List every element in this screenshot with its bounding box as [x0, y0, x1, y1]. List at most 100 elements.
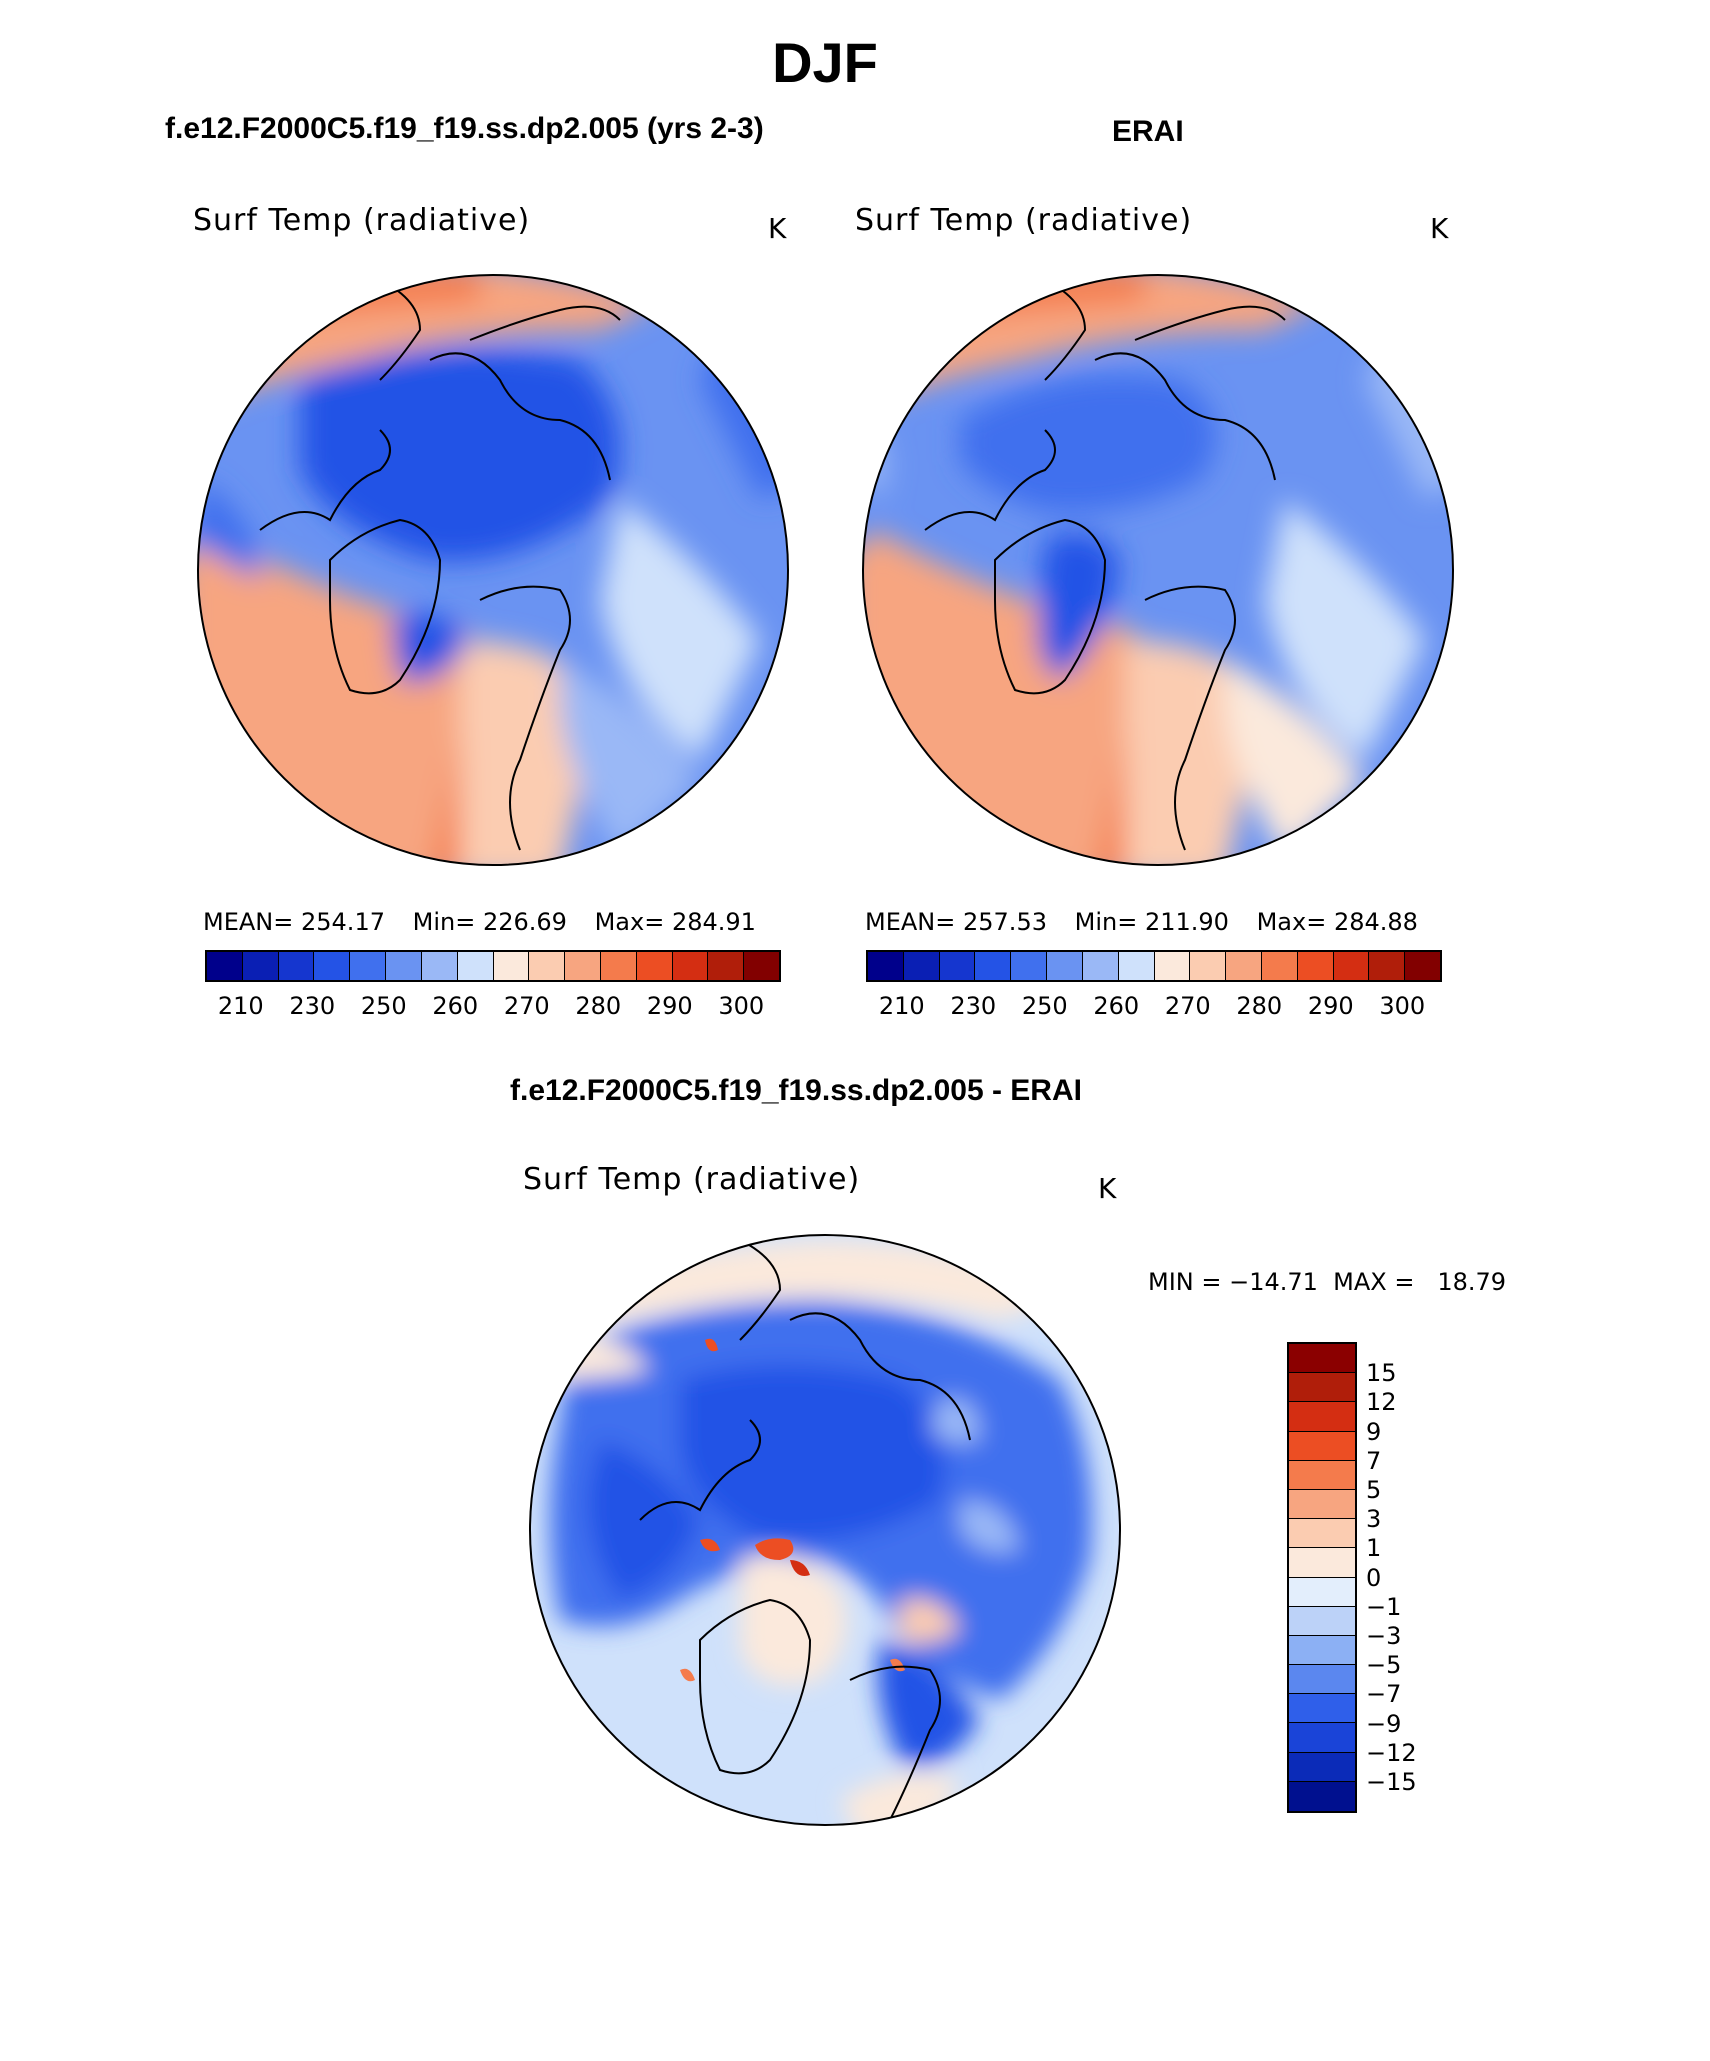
colorbar-tick-label: 260 [1093, 992, 1140, 1020]
colorbar-swatch [1289, 1373, 1355, 1403]
colorbar-tick-label: −3 [1366, 1622, 1402, 1650]
colorbar-swatch [565, 952, 601, 980]
colorbar-swatch [1011, 952, 1048, 980]
colorbar-swatch [207, 952, 243, 980]
colorbar-swatch [1369, 952, 1406, 980]
colorbar-tick-label: 0 [1366, 1563, 1382, 1592]
colorbar-tick-label: 230 [289, 992, 336, 1020]
colorbar-tick-label: 210 [217, 992, 264, 1020]
colorbar-swatch [242, 952, 279, 980]
colorbar-swatch [421, 952, 458, 980]
colorbar-swatch [1297, 952, 1334, 980]
colorbar-tick-label: 15 [1366, 1359, 1397, 1388]
obs-min-label: Min= [1074, 908, 1138, 936]
colorbar-swatch [1082, 952, 1119, 980]
colorbar-swatch [1289, 1694, 1355, 1724]
model-mean-value: 254.17 [301, 908, 385, 936]
diff-colorbar [1287, 1342, 1357, 1813]
colorbar-tick-label: 250 [360, 992, 407, 1020]
obs-mean-value: 257.53 [963, 908, 1047, 936]
model-stats: MEAN= 254.17 Min= 226.69 Max= 284.91 [203, 908, 756, 936]
colorbar-tick-label: 260 [432, 992, 479, 1020]
colorbar-swatch [708, 952, 745, 980]
diff-panel-title: f.e12.F2000C5.f19_f19.ss.dp2.005 - ERAI [510, 1074, 1082, 1107]
colorbar-tick-label: −12 [1366, 1738, 1417, 1767]
colorbar-tick-label: 7 [1366, 1446, 1382, 1475]
colorbar-swatch [1289, 1723, 1355, 1753]
colorbar-swatch [1289, 1344, 1355, 1374]
diff-minmax: MIN = −14.71 MAX = 18.79 [1148, 1268, 1507, 1296]
colorbar-tick-label: 300 [1379, 992, 1426, 1020]
colorbar-swatch [1289, 1489, 1355, 1520]
colorbar-tick-label: 250 [1021, 992, 1068, 1020]
obs-max-value: 284.88 [1333, 908, 1418, 936]
model-max-label: Max= [594, 908, 665, 936]
colorbar-swatch [636, 952, 673, 980]
colorbar-tick-label: 9 [1366, 1417, 1382, 1446]
colorbar-tick-label: 1 [1366, 1534, 1382, 1563]
colorbar-swatch [672, 952, 709, 980]
colorbar-swatch [529, 952, 566, 980]
colorbar-swatch [868, 952, 904, 980]
colorbar-swatch [1289, 1519, 1355, 1549]
colorbar-swatch [1154, 952, 1191, 980]
colorbar-swatch [1405, 952, 1440, 980]
colorbar-tick-label: 290 [646, 992, 693, 1020]
diff-units-label: K [1098, 1172, 1117, 1205]
colorbar-swatch [903, 952, 940, 980]
colorbar-tick-label: 3 [1366, 1505, 1382, 1534]
obs-units-label: K [1430, 212, 1449, 245]
colorbar-swatch [1261, 952, 1298, 980]
diff-variable-label: Surf Temp (radiative) [523, 1162, 861, 1197]
colorbar-swatch [278, 952, 315, 980]
obs-stats: MEAN= 257.53 Min= 211.90 Max= 284.88 [865, 908, 1418, 936]
colorbar-tick-label: 290 [1307, 992, 1354, 1020]
colorbar-swatch [350, 952, 387, 980]
colorbar-tick-label: 210 [878, 992, 925, 1020]
obs-colorbar [866, 950, 1442, 982]
colorbar-swatch [1047, 952, 1083, 980]
colorbar-swatch [744, 952, 779, 980]
colorbar-tick-label: 270 [1164, 992, 1211, 1020]
colorbar-swatch [1118, 952, 1155, 980]
colorbar-swatch [1289, 1752, 1355, 1782]
colorbar-swatch [1289, 1665, 1355, 1695]
colorbar-swatch [975, 952, 1012, 980]
colorbar-swatch [1289, 1606, 1355, 1636]
obs-variable-label: Surf Temp (radiative) [855, 203, 1193, 238]
model-mean-label: MEAN= [203, 908, 294, 936]
colorbar-swatch [600, 952, 637, 980]
obs-mean-label: MEAN= [865, 908, 956, 936]
colorbar-swatch [1289, 1548, 1355, 1578]
figure-title: DJF [772, 31, 878, 94]
model-max-value: 284.91 [671, 908, 756, 936]
model-min-value: 226.69 [482, 908, 567, 936]
colorbar-swatch [1289, 1460, 1355, 1490]
colorbar-tick-label: 280 [575, 992, 622, 1020]
colorbar-swatch [386, 952, 422, 980]
colorbar-swatch [1289, 1402, 1355, 1432]
colorbar-tick-label: 12 [1366, 1388, 1397, 1417]
colorbar-tick-label: 230 [950, 992, 997, 1020]
colorbar-swatch [1289, 1577, 1355, 1607]
colorbar-tick-label: 5 [1366, 1476, 1382, 1504]
colorbar-swatch [493, 952, 530, 980]
colorbar-swatch [939, 952, 976, 980]
model-min-label: Min= [412, 908, 476, 936]
colorbar-tick-label: 280 [1236, 992, 1283, 1020]
colorbar-tick-label: −5 [1366, 1651, 1402, 1680]
colorbar-tick-label: −9 [1366, 1709, 1402, 1738]
colorbar-tick-label: 270 [503, 992, 550, 1020]
colorbar-tick-label: −1 [1366, 1592, 1402, 1621]
colorbar-swatch [1190, 952, 1227, 980]
model-variable-label: Surf Temp (radiative) [193, 203, 531, 238]
colorbar-swatch [457, 952, 494, 980]
model-panel-title: f.e12.F2000C5.f19_f19.ss.dp2.005 (yrs 2-… [165, 112, 764, 145]
colorbar-tick-label: −15 [1366, 1768, 1417, 1796]
colorbar-tick-label: −7 [1366, 1680, 1402, 1709]
colorbar-swatch [1226, 952, 1262, 980]
obs-min-value: 211.90 [1144, 908, 1229, 936]
colorbar-swatch [1289, 1781, 1355, 1811]
